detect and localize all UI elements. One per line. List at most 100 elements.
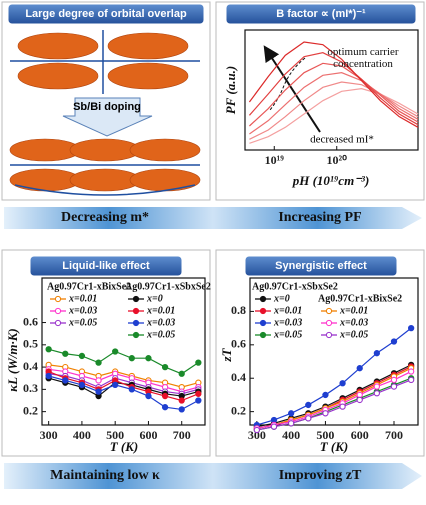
legend-label: x=0.01 [273, 305, 302, 316]
legend-title: Ag0.97Cr1-xBixSe2 [47, 281, 131, 292]
data-point [62, 350, 69, 357]
x-axis-label: T (K) [320, 439, 349, 454]
data-point [62, 377, 69, 384]
banner-box [7, 3, 205, 25]
legend-marker [325, 319, 333, 327]
data-point [390, 338, 398, 345]
arrow-label: Improving zT [279, 468, 362, 483]
doping-label: Sb/Bi doping [73, 101, 141, 113]
legend-label: x=0.03 [339, 317, 368, 328]
legend-label: x=0 [146, 293, 163, 304]
data-point [356, 391, 363, 399]
data-point [112, 381, 119, 389]
legend-marker [132, 331, 140, 339]
legend-label: x=0.03 [146, 317, 175, 328]
series-line [256, 327, 412, 426]
arrow-band [4, 207, 422, 229]
plot-frame [249, 277, 419, 426]
data-point [287, 420, 295, 427]
x-tick-label: 10²⁰ [327, 153, 348, 167]
legend-label: x=0.05 [68, 317, 97, 328]
series-line [249, 62, 419, 127]
data-point [356, 365, 363, 372]
legend-marker [325, 331, 333, 339]
banner-box [225, 3, 417, 25]
legend-marker [259, 295, 267, 303]
data-point [195, 390, 202, 397]
x-tick-label: 300 [248, 428, 266, 442]
legend-marker [54, 295, 62, 303]
data-point [373, 390, 381, 397]
data-point [270, 416, 278, 424]
legend-label: x=0 [273, 293, 290, 304]
data-point [161, 392, 169, 400]
data-point [253, 426, 261, 434]
series-line [48, 364, 199, 388]
banner-box [29, 255, 183, 277]
legend-marker [259, 319, 267, 327]
data-point [178, 406, 185, 413]
x-tick-label: 10¹⁹ [265, 153, 285, 167]
data-point [161, 363, 169, 371]
y-axis-label: PF (a.u.) [223, 66, 238, 115]
series-line [256, 364, 412, 428]
banner: B factor ∝ (mI*)⁻¹ [276, 8, 366, 20]
data-point [373, 383, 381, 390]
x-tick-label: 600 [351, 428, 369, 442]
x-axis-label: T (K) [110, 439, 139, 454]
banner: Synergistic effect [275, 260, 367, 272]
data-point [407, 368, 415, 375]
data-point [195, 397, 202, 404]
data-point [128, 386, 135, 393]
series-line [249, 81, 419, 140]
series-line [48, 348, 199, 375]
panel-frame [1, 249, 211, 457]
legend-marker [132, 319, 140, 327]
banner-box [244, 255, 398, 277]
orbital-axes [10, 30, 200, 196]
legend-label: x=0.01 [146, 305, 175, 316]
data-point [128, 355, 135, 362]
data-point [195, 359, 202, 366]
data-point [356, 396, 363, 404]
legend-marker [325, 307, 333, 315]
legend-title: Ag0.97Cr1-xSbxSe2 [252, 281, 338, 292]
series-line [256, 367, 412, 429]
data-point [407, 376, 415, 384]
legend-marker [54, 307, 62, 315]
data-point [305, 401, 312, 409]
legend-label: x=0.01 [68, 293, 97, 304]
doping-arrow [62, 97, 153, 137]
data-point [95, 377, 102, 384]
x-tick-label: 400 [282, 428, 300, 442]
y-axis-label: κL (W/m·K) [5, 328, 20, 391]
annotation: optimum carrier concentration [327, 46, 399, 70]
data-point [339, 380, 346, 387]
arrow-label: Maintaining low κ [50, 468, 160, 483]
y-axis-label: zT [219, 347, 234, 362]
data-point [95, 388, 102, 395]
data-point [390, 383, 398, 390]
series-line [249, 88, 419, 144]
banner: Large degree of orbital overlap [25, 8, 187, 20]
series-line [248, 41, 419, 128]
data-point [78, 352, 86, 360]
legend-marker [132, 295, 140, 303]
series-line [249, 72, 419, 135]
series-line [48, 375, 199, 411]
x-tick-label: 700 [385, 428, 403, 442]
data-point [145, 392, 152, 400]
data-point [287, 410, 295, 417]
x-tick-label: 600 [139, 428, 157, 442]
y-tick-label: 0.8 [231, 303, 246, 317]
data-point [95, 359, 102, 366]
x-tick-label: 400 [73, 428, 91, 442]
legend-label: x=0.03 [273, 317, 302, 328]
series-line [248, 52, 419, 126]
legend-label: x=0.05 [146, 329, 175, 340]
y-tick-label: 0.2 [23, 403, 38, 417]
series-line [48, 370, 199, 402]
plot-frame [244, 29, 419, 151]
legend-label: x=0.05 [339, 329, 368, 340]
